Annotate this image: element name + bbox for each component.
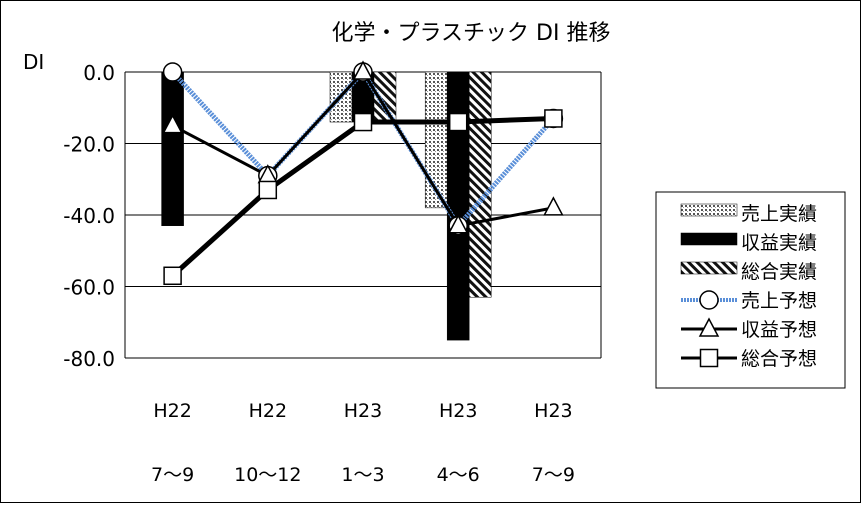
x-tick-label-year: H22: [153, 400, 191, 422]
y-tick-label: -40.0: [63, 204, 115, 228]
y-axis: 0.0 -20.0 -40.0 -60.0 -80.0 DI: [23, 50, 115, 371]
x-tick-label-months: 10～12: [234, 464, 301, 486]
legend-label: 総合実績: [741, 261, 817, 283]
chart-title: 化学・プラスチック DI 推移: [332, 21, 611, 46]
y-tick-label: 0.0: [83, 61, 115, 85]
marker-収益予想: [447, 214, 469, 234]
x-axis: H22 7～9 H22 10～12 H23 1～3 H23 4～6 H23 7～9: [151, 400, 575, 486]
legend-label: 収益予想: [741, 319, 817, 341]
x-tick-label-months: 1～3: [341, 464, 384, 486]
bar-収益実績: [161, 71, 184, 226]
marker-収益予想: [352, 60, 374, 80]
legend-swatch: [680, 203, 738, 217]
marker-収益予想: [543, 196, 564, 216]
y-tick-label: -60.0: [63, 276, 115, 300]
x-tick-label-months: 7～9: [151, 464, 194, 486]
legend-label: 収益実績: [741, 232, 817, 254]
marker-総合予想: [163, 266, 182, 286]
legend-swatch: [680, 261, 738, 275]
legend-swatch: [680, 232, 738, 246]
x-tick-label-year: H23: [439, 400, 477, 422]
marker-売上予想: [162, 62, 183, 82]
legend-marker: [699, 290, 719, 310]
marker-総合予想: [258, 180, 278, 200]
legend-label: 総合予想: [741, 348, 817, 370]
legend-marker: [698, 317, 720, 337]
x-tick-label-months: 7～9: [532, 464, 575, 486]
legend-box: [655, 191, 846, 389]
legend-label: 売上予想: [741, 290, 817, 312]
y-tick-label: -80.0: [63, 347, 115, 371]
marker-収益予想: [162, 114, 183, 134]
y-tick-label: -20.0: [63, 133, 115, 157]
x-tick-label-months: 4～6: [437, 464, 480, 486]
plot-area: [124, 60, 602, 359]
marker-総合予想: [353, 112, 373, 132]
line-総合予想: [170, 115, 554, 278]
y-axis-label: DI: [23, 50, 44, 74]
line-売上予想: [170, 67, 556, 230]
legend-label: 売上実績: [741, 203, 817, 225]
bar-収益実績: [446, 71, 470, 341]
legend-marker: [699, 348, 719, 368]
bar-総合実績: [468, 71, 492, 298]
x-tick-label-year: H22: [249, 400, 287, 422]
x-tick-label-year: H23: [534, 400, 572, 422]
marker-総合予想: [448, 112, 468, 132]
marker-総合予想: [544, 109, 563, 128]
x-tick-label-year: H23: [344, 400, 382, 422]
